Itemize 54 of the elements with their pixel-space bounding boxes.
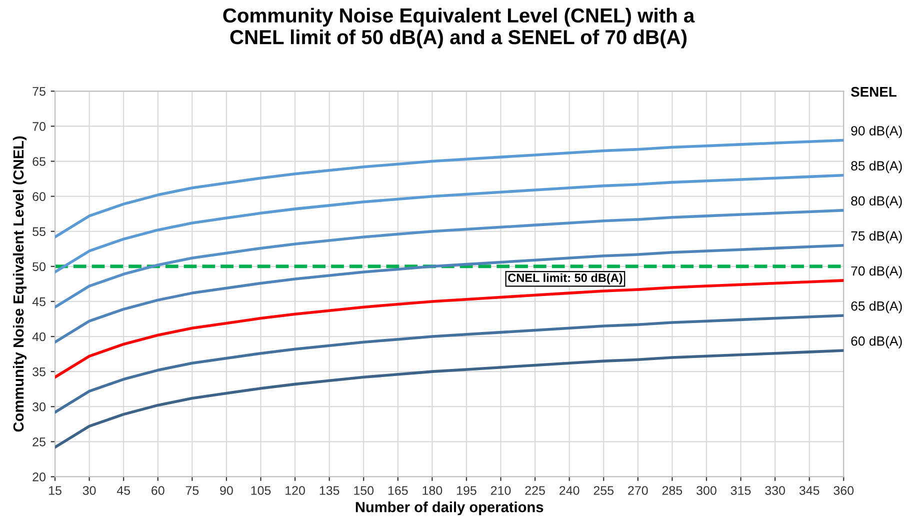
x-tick-label: 330 <box>765 486 786 495</box>
y-tick-label: 30 <box>32 402 46 412</box>
x-tick-label: 150 <box>354 486 374 495</box>
y-tick-label: 60 <box>32 192 46 201</box>
y-tick-label: 40 <box>32 332 46 342</box>
x-tick-label: 120 <box>286 486 305 495</box>
y-tick-label: 45 <box>32 297 46 306</box>
x-tick-label: 285 <box>662 486 682 495</box>
ref-line-label: CNEL limit: 50 dB(A) <box>508 273 622 284</box>
x-tick-label: 195 <box>457 486 476 495</box>
y-tick-label: 50 <box>32 262 46 272</box>
x-tick-label: 105 <box>251 486 271 495</box>
y-tick-label: 20 <box>32 472 46 482</box>
series-label: 80 dB(A) <box>851 196 902 208</box>
x-tick-label: 15 <box>49 486 62 495</box>
x-tick-label: 90 <box>220 486 233 495</box>
line-series <box>55 138 844 238</box>
line-series <box>55 174 844 274</box>
series-label: 60 dB(A) <box>851 336 902 348</box>
line-series <box>55 349 844 449</box>
x-tick-label: 300 <box>696 486 716 495</box>
x-tick-label: 270 <box>628 486 648 495</box>
x-tick-label: 255 <box>594 486 614 495</box>
x-tick-label: 30 <box>82 486 96 495</box>
x-tick-label: 75 <box>186 486 199 495</box>
x-tick-label: 135 <box>320 486 340 495</box>
series-label: 65 dB(A) <box>851 301 902 314</box>
x-tick-label: 45 <box>116 486 130 495</box>
y-tick-label: 35 <box>32 367 46 376</box>
x-tick-label: 60 <box>152 486 164 495</box>
legend-title: SENEL <box>850 86 896 97</box>
x-axis-title: Number of daily operations <box>356 502 544 516</box>
line-series <box>55 244 844 344</box>
series-label: 75 dB(A) <box>851 230 902 244</box>
line-series <box>55 208 844 308</box>
x-tick-label: 165 <box>388 486 408 495</box>
series-label: 70 dB(A) <box>851 266 902 278</box>
chart-title: Community Noise Equivalent Level (CNEL) with a CNEL limit of 50 dB(A) and a SENEL of 70 dB(A) <box>223 8 695 48</box>
y-axis-title: Community Noise Equivalent Level (CNEL) <box>12 136 27 432</box>
series-label: 90 dB(A) <box>851 126 902 138</box>
x-tick-label: 210 <box>490 486 511 495</box>
y-tick-label: 25 <box>32 437 46 446</box>
y-tick-label: 70 <box>32 122 46 131</box>
x-tick-label: 180 <box>422 486 442 495</box>
line-series <box>55 314 844 414</box>
y-tick-label: 65 <box>32 157 46 166</box>
y-tick-label: 55 <box>32 227 46 236</box>
x-tick-label: 360 <box>834 486 854 495</box>
series-label: 85 dB(A) <box>851 160 902 174</box>
x-tick-label: 315 <box>730 486 751 495</box>
x-tick-label: 345 <box>799 486 820 495</box>
y-tick-label: 75 <box>32 87 46 96</box>
x-tick-label: 225 <box>525 486 545 495</box>
x-tick-label: 240 <box>560 486 580 495</box>
